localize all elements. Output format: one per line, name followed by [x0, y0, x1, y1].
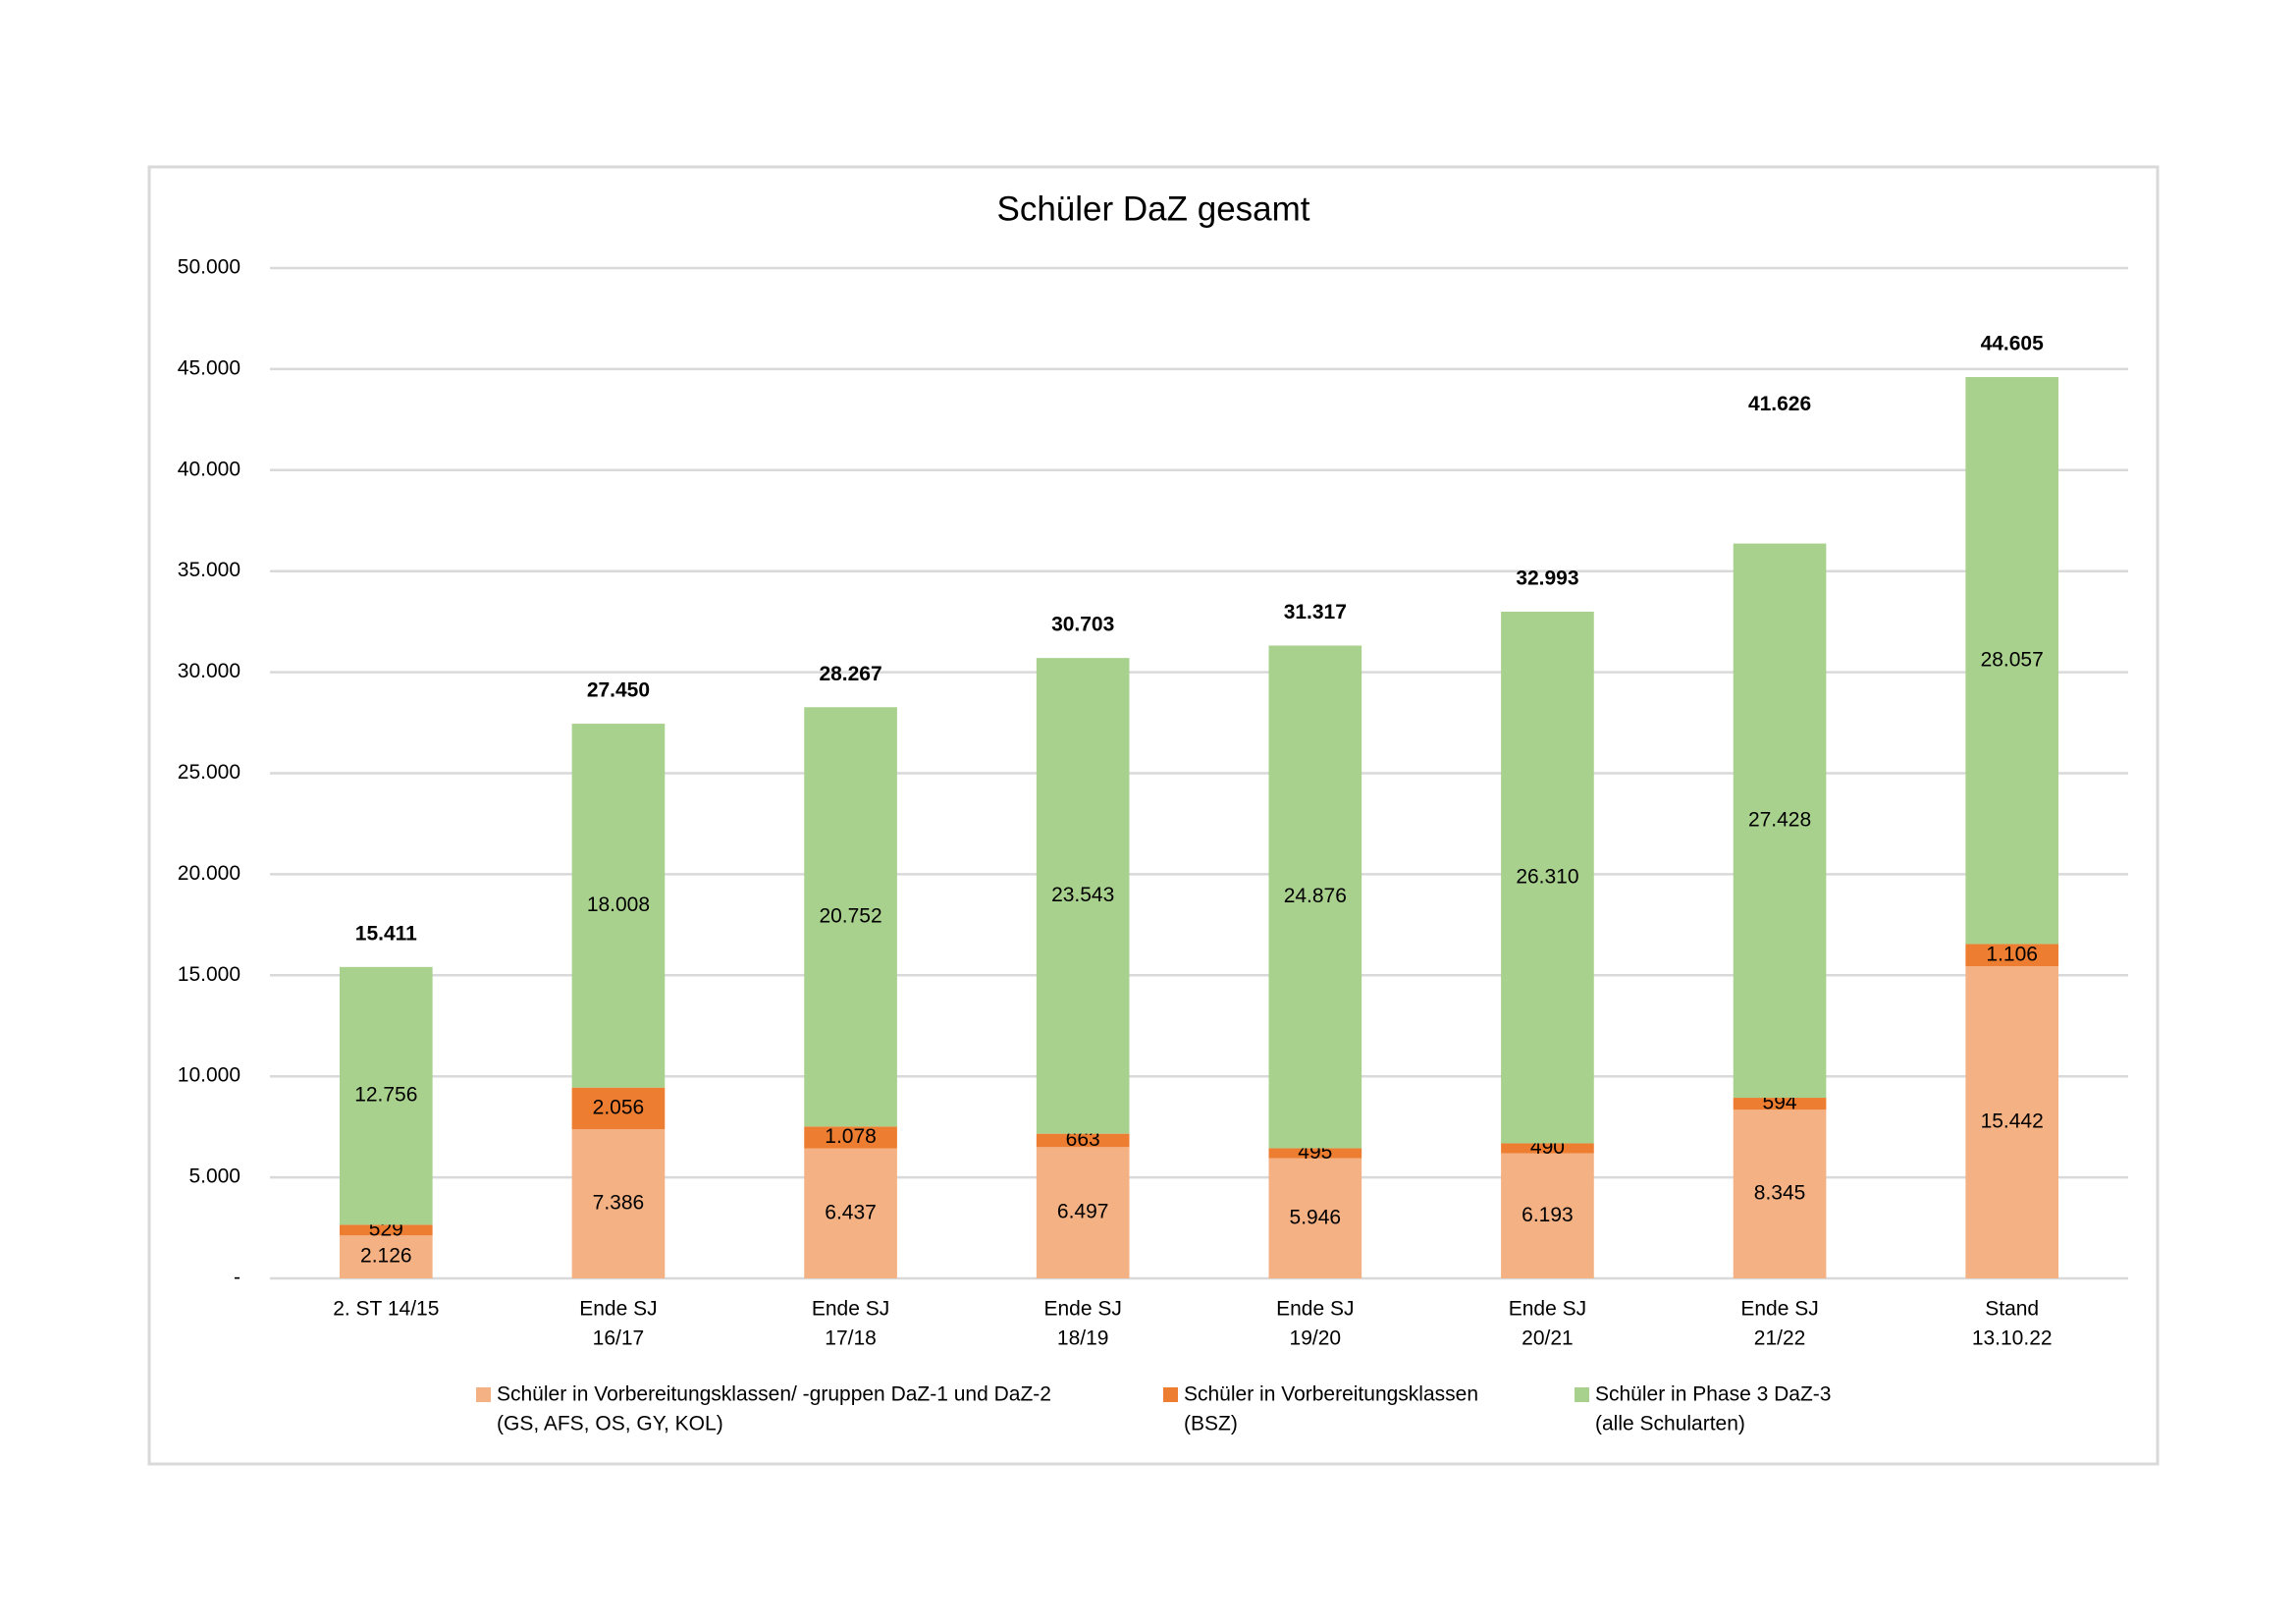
y-tick-label: 15.000 [178, 963, 240, 986]
bar-segment [1036, 658, 1130, 1134]
total-label: 31.317 [1284, 601, 1347, 623]
data-label: 23.543 [1051, 884, 1114, 906]
bar-segment [1268, 1158, 1362, 1278]
data-label: 15.442 [1981, 1110, 2044, 1133]
y-tick-label: - [234, 1267, 240, 1289]
x-tick-label: Ende SJ [1276, 1298, 1354, 1321]
data-label: 20.752 [819, 904, 881, 927]
total-label: 44.605 [1981, 333, 2045, 355]
y-tick-label: 50.000 [178, 256, 240, 279]
legend-label: Schüler in Vorbereitungsklassen/ -gruppe… [497, 1383, 1051, 1406]
total-label: 15.411 [355, 922, 417, 945]
total-label: 32.993 [1516, 568, 1578, 590]
bar-segment [339, 1224, 433, 1236]
bar-segment [1501, 612, 1594, 1144]
bar-segment [571, 1087, 666, 1129]
data-label: 27.428 [1748, 808, 1811, 831]
bar-segment [1733, 1098, 1827, 1110]
data-label: 2.056 [593, 1096, 645, 1118]
legend-label: (GS, AFS, OS, GY, KOL) [497, 1413, 723, 1435]
bar-segment [804, 1148, 897, 1278]
bar-segment [1965, 377, 2059, 945]
bar-segment [1036, 1147, 1130, 1278]
data-label: 6.437 [825, 1201, 877, 1223]
x-tick-label: Ende SJ [579, 1298, 657, 1321]
bar-segment [1733, 543, 1827, 1099]
legend-swatch [1163, 1387, 1178, 1402]
bar-segment [571, 724, 666, 1088]
total-label: 41.626 [1748, 393, 1811, 415]
x-tick-label: 21/22 [1754, 1327, 1806, 1350]
data-label: 26.310 [1516, 865, 1578, 888]
legend-label: Schüler in Vorbereitungsklassen [1184, 1383, 1478, 1406]
data-label: 1.106 [1986, 943, 2038, 965]
data-label: 663 [1066, 1128, 1100, 1151]
bar-segment [571, 1128, 666, 1278]
data-label: 6.193 [1522, 1204, 1574, 1226]
data-label: 6.497 [1057, 1201, 1109, 1223]
x-tick-label: 18/19 [1057, 1327, 1109, 1350]
x-tick-label: 16/17 [593, 1327, 645, 1350]
total-label: 28.267 [819, 663, 881, 685]
legend-label: Schüler in Phase 3 DaZ-3 [1595, 1383, 1831, 1406]
bar-segment [1501, 1143, 1594, 1154]
x-tick-label: 19/20 [1290, 1327, 1342, 1350]
bar-segment [804, 707, 897, 1127]
x-tick-label: Stand [1985, 1298, 2039, 1321]
bar-segment [339, 1235, 433, 1278]
x-tick-label: Ende SJ [1740, 1298, 1818, 1321]
y-tick-label: 40.000 [178, 458, 240, 480]
x-tick-label: 13.10.22 [1972, 1327, 2053, 1350]
data-label: 1.078 [825, 1125, 877, 1148]
legend-label: (BSZ) [1184, 1413, 1238, 1435]
bar-segment [1268, 1148, 1362, 1159]
total-label: 27.450 [587, 679, 650, 702]
data-label: 8.345 [1754, 1182, 1806, 1205]
x-tick-label: Ende SJ [1043, 1298, 1121, 1321]
bar-segment [339, 966, 433, 1225]
y-tick-label: 45.000 [178, 356, 240, 379]
bar-segment [1501, 1153, 1594, 1278]
x-tick-label: 20/21 [1522, 1327, 1574, 1350]
data-label: 18.008 [587, 893, 650, 916]
y-tick-label: 35.000 [178, 559, 240, 581]
legend-swatch [476, 1387, 491, 1402]
y-tick-label: 10.000 [178, 1064, 240, 1087]
y-tick-label: 5.000 [188, 1165, 240, 1188]
chart-title: Schüler DaZ gesamt [996, 189, 1309, 228]
bar-segment [1965, 966, 2059, 1278]
bar-segment [1268, 645, 1362, 1149]
bar-segment [1733, 1110, 1827, 1278]
bar-segment [804, 1126, 897, 1149]
legend-label: (alle Schularten) [1595, 1413, 1745, 1435]
chart-frame [147, 165, 2160, 1466]
bar-segment [1965, 944, 2059, 967]
y-tick-label: 20.000 [178, 862, 240, 885]
total-label: 30.703 [1051, 614, 1114, 636]
x-tick-label: Ende SJ [812, 1298, 889, 1321]
y-tick-label: 30.000 [178, 660, 240, 682]
data-label: 7.386 [593, 1192, 645, 1215]
x-tick-label: 2. ST 14/15 [333, 1298, 439, 1321]
x-tick-label: 17/18 [825, 1327, 877, 1350]
data-label: 28.057 [1981, 648, 2044, 671]
y-tick-label: 25.000 [178, 761, 240, 784]
legend-swatch [1575, 1387, 1589, 1402]
data-label: 2.126 [360, 1245, 412, 1268]
data-label: 12.756 [354, 1084, 417, 1107]
data-label: 5.946 [1290, 1206, 1342, 1228]
x-tick-label: Ende SJ [1509, 1298, 1586, 1321]
bar-segment [1036, 1133, 1130, 1148]
data-label: 24.876 [1284, 885, 1347, 907]
